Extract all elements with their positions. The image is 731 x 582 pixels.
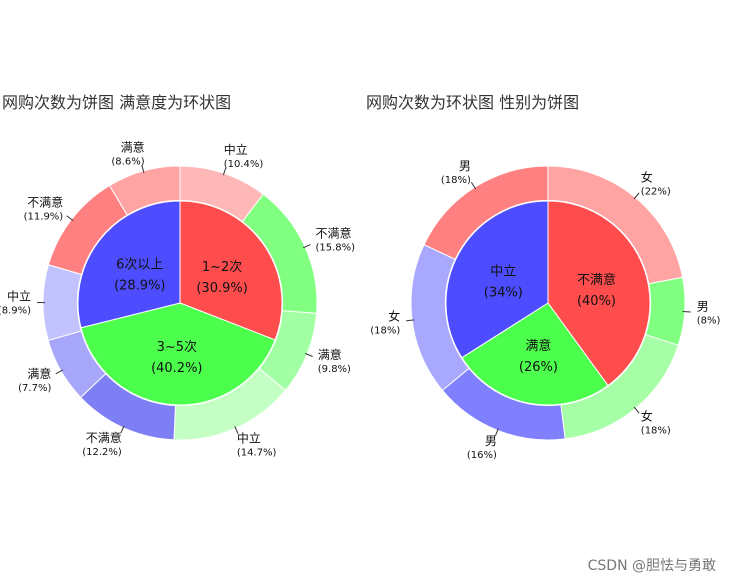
outer-slice-label: 中立 (7, 289, 31, 304)
inner-slice-label: 不满意 (577, 272, 616, 288)
inner-slice-label: 1~2次 (202, 259, 242, 275)
outer-slice-pct: (10.4%) (224, 159, 264, 170)
donut-chart-right: 不满意 (40%) 满意 (26%) 中立 (34%) 女 (22%) 男 (8%) 女 (18%) 男… (370, 159, 720, 461)
outer-slice-label: 不满意 (315, 226, 351, 241)
inner-slice-2 (77, 200, 181, 329)
watermark: CSDN @胆怯与勇敢 (588, 558, 716, 574)
outer-slice-pct: (22%) (641, 187, 671, 198)
outer-label-leader (633, 192, 640, 200)
inner-slice-label: 6次以上 (116, 257, 163, 273)
outer-label-leader (234, 426, 239, 434)
outer-label-leader (55, 369, 63, 375)
outer-slice-label: 中立 (237, 431, 261, 446)
outer-label-leader (682, 310, 691, 313)
outer-slice-label: 女 (641, 408, 653, 423)
inner-slice-0 (547, 200, 651, 387)
outer-slice-pct: (12.2%) (82, 447, 122, 458)
outer-slice-label: 中立 (224, 142, 248, 157)
inner-slice-label: 中立 (490, 264, 516, 279)
outer-label-leader (470, 181, 477, 190)
outer-slice-8 (108, 165, 181, 216)
inner-slice-pct: (40%) (577, 294, 616, 309)
outer-slice-pct: (7.7%) (18, 383, 51, 394)
outer-slice-label: 满意 (318, 347, 342, 362)
chart-title-right: 网购次数为环状图 性别为饼图 (366, 93, 579, 112)
outer-slice-pct: (8.6%) (111, 157, 144, 168)
outer-slice-pct: (8%) (697, 316, 721, 327)
outer-label-leader (406, 319, 415, 322)
outer-slice-pct: (18%) (641, 425, 671, 436)
outer-slice-1 (644, 276, 686, 346)
inner-slice-label: 3~5次 (157, 339, 197, 355)
outer-slice-label: 女 (641, 170, 653, 185)
outer-slice-label: 满意 (27, 366, 51, 381)
outer-slice-5 (423, 165, 549, 260)
outer-slice-label: 女 (388, 308, 400, 323)
outer-label-leader (141, 165, 145, 174)
outer-slice-pct: (18%) (370, 325, 400, 336)
outer-slice-label: 男 (485, 434, 497, 448)
inner-slice-pct: (34%) (484, 285, 523, 300)
inner-slice-pct: (30.9%) (196, 281, 247, 296)
inner-slice-label: 满意 (525, 338, 551, 354)
outer-slice-pct: (11.9%) (24, 211, 64, 222)
outer-slice-label: 满意 (121, 140, 145, 155)
outer-slice-6 (42, 264, 83, 342)
outer-label-leader (633, 406, 640, 414)
chart-title-left: 网购次数为饼图 满意度为环状图 (2, 93, 231, 112)
outer-slice-pct: (9.8%) (318, 364, 351, 375)
outer-slice-label: 男 (697, 300, 709, 314)
inner-slice-pct: (28.9%) (114, 279, 165, 294)
outer-slice-label: 不满意 (86, 430, 122, 445)
inner-slice-pct: (26%) (519, 360, 558, 375)
inner-slice-2 (445, 200, 549, 359)
outer-slice-pct: (16%) (467, 450, 497, 461)
outer-slice-pct: (8.9%) (0, 306, 31, 317)
outer-label-leader (66, 215, 74, 221)
inner-slice-0 (179, 200, 283, 341)
inner-slice-1 (80, 302, 276, 406)
outer-slice-pct: (15.8%) (315, 243, 355, 254)
inner-slice-pct: (40.2%) (151, 361, 202, 376)
inner-slice-1 (461, 302, 609, 406)
donut-chart-left: 1~2次 (30.9%) 3~5次 (40.2%) 6次以上 (28.9%) 中立 (10.4… (0, 140, 355, 459)
outer-label-leader (305, 353, 313, 357)
outer-label-leader (120, 425, 125, 434)
outer-slice-pct: (18%) (441, 175, 471, 186)
outer-slice-label: 不满意 (27, 194, 63, 209)
outer-slice-pct: (14.7%) (237, 448, 277, 459)
outer-label-leader (303, 244, 311, 249)
outer-label-leader (222, 167, 227, 176)
outer-label-leader (494, 428, 499, 437)
outer-slice-label: 男 (459, 159, 471, 173)
